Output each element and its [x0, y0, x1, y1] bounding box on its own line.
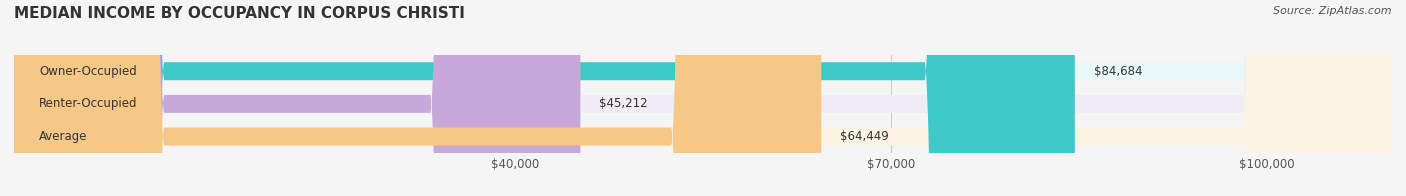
- Text: Renter-Occupied: Renter-Occupied: [39, 97, 138, 110]
- Text: MEDIAN INCOME BY OCCUPANCY IN CORPUS CHRISTI: MEDIAN INCOME BY OCCUPANCY IN CORPUS CHR…: [14, 6, 465, 21]
- Text: $84,684: $84,684: [1094, 65, 1142, 78]
- Text: $64,449: $64,449: [841, 130, 889, 143]
- FancyBboxPatch shape: [14, 0, 581, 196]
- Text: $45,212: $45,212: [599, 97, 648, 110]
- FancyBboxPatch shape: [14, 0, 1392, 196]
- Text: Average: Average: [39, 130, 87, 143]
- FancyBboxPatch shape: [14, 0, 1392, 196]
- Text: Owner-Occupied: Owner-Occupied: [39, 65, 136, 78]
- FancyBboxPatch shape: [14, 0, 821, 196]
- FancyBboxPatch shape: [14, 0, 1392, 196]
- Text: Source: ZipAtlas.com: Source: ZipAtlas.com: [1274, 6, 1392, 16]
- FancyBboxPatch shape: [14, 0, 1074, 196]
